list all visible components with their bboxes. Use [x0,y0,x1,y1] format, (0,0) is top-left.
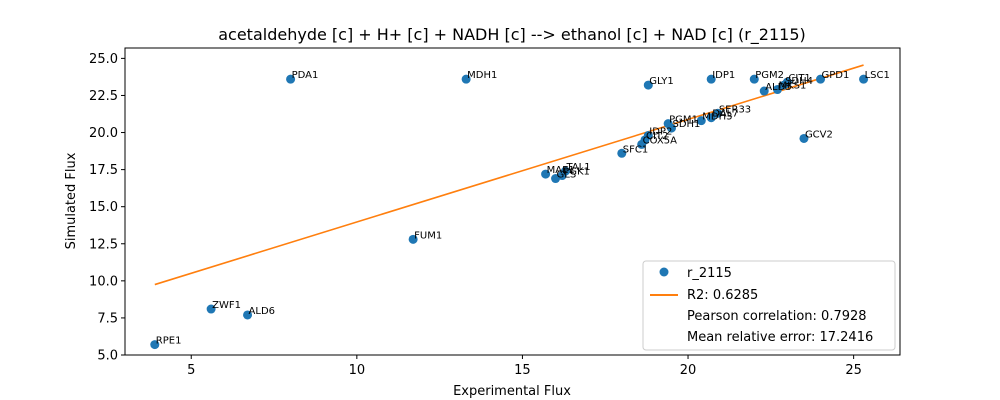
point-label: MAE1 [547,165,575,176]
chart-title: acetaldehyde [c] + H+ [c] + NADH [c] -->… [218,25,806,45]
data-point [286,74,296,84]
data-point [749,74,759,84]
data-point [643,131,653,141]
point-label: SER33 [719,104,751,115]
y-tick-label: 12.5 [89,237,118,252]
x-axis: 5 10 15 20 25 [187,355,862,378]
data-point [541,169,551,179]
data-point [706,74,716,84]
data-point [560,166,570,176]
point-label: PDA1 [292,70,319,81]
point-label: GPD1 [822,70,850,81]
legend-marker-points [659,267,669,277]
point-label: PGK1 [563,167,590,178]
fit-line [154,64,864,286]
data-point [772,85,782,95]
y-tick-label: 5.0 [97,349,118,364]
point-label: GLY1 [649,76,673,87]
points-layer [150,74,869,350]
point-label: SDH1 [672,119,700,130]
point-label: MDH3 [702,112,732,123]
data-point [759,86,769,96]
data-point [799,133,809,143]
data-point [859,74,869,84]
x-tick-label: 25 [845,363,862,378]
point-label: RPE1 [156,336,182,347]
point-label: ZWF1 [212,300,241,311]
x-tick-label: 20 [680,363,697,378]
data-point [206,304,216,314]
y-tick-label: 15.0 [89,200,118,215]
data-point [461,74,471,84]
data-point [816,74,826,84]
data-point [408,234,418,244]
x-tick-label: 10 [349,363,366,378]
data-point [617,148,627,158]
data-point [643,80,653,90]
point-label: MKS1 [778,81,806,92]
plot-border [124,47,901,356]
y-tick-label: 22.5 [89,89,118,104]
point-label: IDP2 [649,127,672,138]
x-tick-label: 15 [514,363,531,378]
x-tick-label: 5 [187,363,195,378]
point-label: DAL7 [712,109,738,120]
point-label: PGM1 [669,115,698,126]
point-label: TAL1 [565,162,590,173]
y-tick-label: 17.5 [89,163,118,178]
point-label: MDH1 [467,70,497,81]
x-axis-label: Experimental Flux [453,384,571,399]
y-tick-label: 10.0 [89,274,118,289]
point-label: SFC1 [623,144,648,155]
point-label: ALD6 [249,306,275,317]
y-tick-label: 25.0 [89,52,118,67]
fit-line-layer [154,64,864,286]
legend-label-fit: R2: 0.6285 [687,288,758,303]
point-label: SDH4 [785,76,813,87]
point-label: ALD5 [765,82,791,93]
legend-box [642,260,896,351]
point-label: CIT1 [788,73,810,84]
y-tick-label: 20.0 [89,126,118,141]
point-label: COX5A [643,135,677,146]
legend: r_2115 R2: 0.6285 Pearson correlation: 0… [642,260,896,351]
point-label: GLS [557,170,577,181]
point-label: GCV2 [805,129,833,140]
point-label: IDP1 [712,70,735,81]
legend-mean-error: Mean relative error: 17.2416 [687,330,873,345]
y-tick-label: 7.5 [97,311,118,326]
point-label: FUM1 [414,230,442,241]
point-label: PGM2 [755,70,784,81]
data-point [243,310,253,320]
y-axis-label: Simulated Flux [64,152,79,249]
point-label: LSC1 [865,70,890,81]
legend-label-points: r_2115 [687,266,732,281]
data-point [782,77,792,87]
plot-frame [124,47,901,356]
data-point [706,113,716,123]
legend-pearson: Pearson correlation: 0.7928 [687,309,867,324]
point-label: CIT2 [646,131,668,142]
data-point [666,123,676,133]
data-point [713,108,723,118]
y-axis: 5.0 7.5 10.0 12.5 15.0 17.5 20.0 22.5 25.0 [89,52,125,364]
data-point [696,116,706,126]
data-point [150,340,160,350]
